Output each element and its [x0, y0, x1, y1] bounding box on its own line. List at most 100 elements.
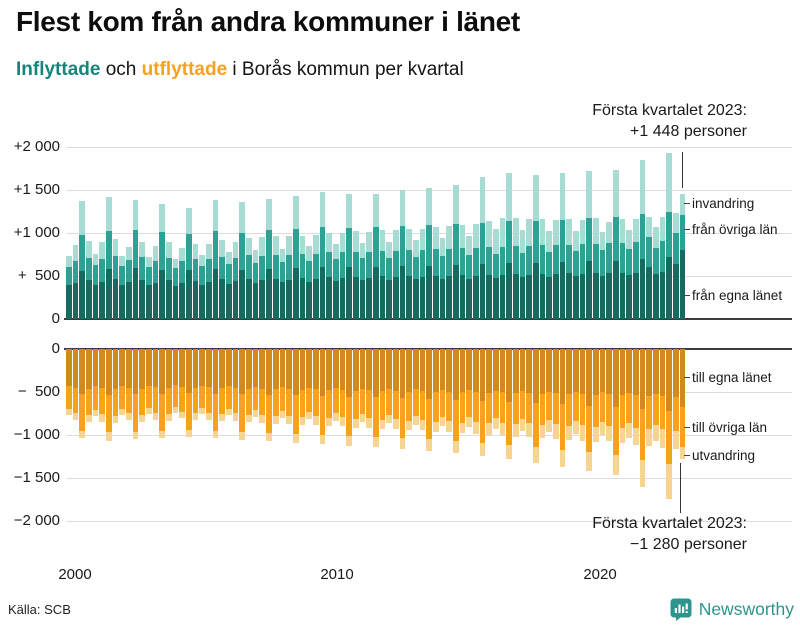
segment-till-egna-lanet [179, 349, 186, 387]
bar-quarter [319, 191, 326, 319]
segment-till-egna-lanet [513, 349, 519, 394]
bar-quarter [86, 241, 92, 319]
segment-till-ovriga-lan [406, 391, 412, 421]
ytick-plus1000: +1 000 [13, 224, 60, 241]
bar-quarter [432, 227, 439, 319]
segment-utvandring [599, 421, 606, 435]
segment-utvandring [286, 415, 292, 424]
bar-quarter [239, 349, 246, 440]
bar-quarter [199, 254, 206, 319]
segment-invandring [279, 248, 286, 262]
segment-invandring [459, 225, 466, 249]
ytick-minus2000: −2 000 [13, 512, 60, 529]
bar-quarter [599, 349, 606, 435]
segment-till-ovriga-lan [172, 385, 179, 408]
segment-utvandring [219, 414, 226, 421]
segment-utvandring [326, 418, 332, 427]
bar-quarter [412, 239, 419, 319]
segment-invandring [479, 177, 486, 223]
segment-utvandring [159, 430, 166, 439]
bar-quarter [593, 218, 599, 319]
segment-fran-egna-lanet [199, 284, 206, 319]
segment-utvandring [466, 417, 472, 428]
bar-quarter [386, 349, 392, 424]
segment-utvandring [579, 425, 586, 441]
bar-quarter [126, 349, 132, 421]
segment-till-ovriga-lan [212, 393, 219, 431]
ytick-plus2000: +2 000 [13, 138, 60, 155]
segment-utvandring [659, 429, 666, 449]
bar-quarter [399, 190, 406, 319]
segment-invandring [539, 218, 546, 246]
segment-fran-egna-lanet [166, 280, 172, 319]
segment-invandring [573, 230, 579, 252]
bar-quarter [419, 349, 426, 431]
segment-till-ovriga-lan [152, 387, 159, 413]
segment-utvandring [372, 436, 379, 448]
segment-utvandring [479, 442, 486, 457]
segment-till-egna-lanet [432, 349, 439, 392]
bar-quarter [72, 349, 79, 421]
segment-utvandring [439, 416, 446, 426]
segment-till-egna-lanet [666, 349, 673, 411]
segment-invandring [259, 237, 266, 256]
segment-invandring [466, 235, 472, 255]
bar-quarter [152, 245, 159, 319]
segment-till-egna-lanet [366, 349, 372, 391]
bar-quarter [232, 241, 239, 319]
segment-invandring [106, 196, 112, 232]
bar-quarter [539, 349, 546, 439]
segment-till-ovriga-lan [432, 392, 439, 422]
segment-till-egna-lanet [286, 349, 292, 389]
bar-quarter [272, 349, 279, 424]
segment-utvandring [359, 413, 366, 423]
bar-quarter [352, 231, 359, 319]
segment-invandring [186, 208, 192, 234]
segment-fran-ovriga-lan [593, 243, 599, 273]
segment-till-ovriga-lan [626, 393, 633, 424]
bar-quarter [519, 349, 526, 431]
bar-quarter [439, 349, 446, 426]
segment-till-egna-lanet [72, 349, 79, 388]
bar-quarter [633, 349, 639, 445]
bar-quarter [219, 349, 226, 421]
segment-fran-ovriga-lan [126, 259, 132, 283]
segment-fran-egna-lanet [86, 280, 92, 319]
segment-utvandring [179, 411, 186, 419]
segment-utvandring [613, 454, 619, 475]
bar-quarter [386, 241, 392, 319]
bar-quarter [619, 219, 626, 319]
segment-till-egna-lanet [352, 349, 359, 391]
bar-quarter [399, 349, 406, 449]
segment-till-egna-lanet [299, 349, 306, 390]
segment-fran-egna-lanet [232, 281, 239, 319]
bar-quarter [659, 349, 666, 449]
bar-quarter [446, 349, 452, 432]
segment-invandring [146, 257, 152, 267]
segment-till-egna-lanet [312, 349, 319, 390]
segment-invandring [232, 241, 239, 258]
newsworthy-logo[interactable]: Newsworthy [669, 597, 794, 621]
xtick-2010: 2010 [320, 566, 354, 583]
segment-till-ovriga-lan [219, 388, 226, 415]
segment-fran-egna-lanet [299, 278, 306, 319]
segment-utvandring [266, 432, 272, 442]
segment-till-ovriga-lan [339, 389, 346, 418]
bar-quarter [92, 349, 99, 417]
segment-invandring [493, 228, 499, 254]
segment-fran-egna-lanet [372, 266, 379, 319]
bar-quarter [666, 349, 673, 500]
segment-fran-ovriga-lan [166, 257, 172, 281]
segment-till-ovriga-lan [666, 410, 673, 465]
segment-fran-ovriga-lan [533, 220, 539, 263]
bar-quarter [372, 194, 379, 319]
segment-till-egna-lanet [306, 349, 312, 388]
segment-till-egna-lanet [266, 349, 272, 395]
segment-invandring [112, 239, 119, 257]
bar-quarter [79, 201, 86, 319]
bar-quarter [452, 349, 459, 454]
ytick-minus1500: −1 500 [13, 469, 60, 486]
bar-quarter [332, 349, 339, 421]
segment-invandring [172, 258, 179, 268]
segment-till-ovriga-lan [606, 394, 613, 426]
